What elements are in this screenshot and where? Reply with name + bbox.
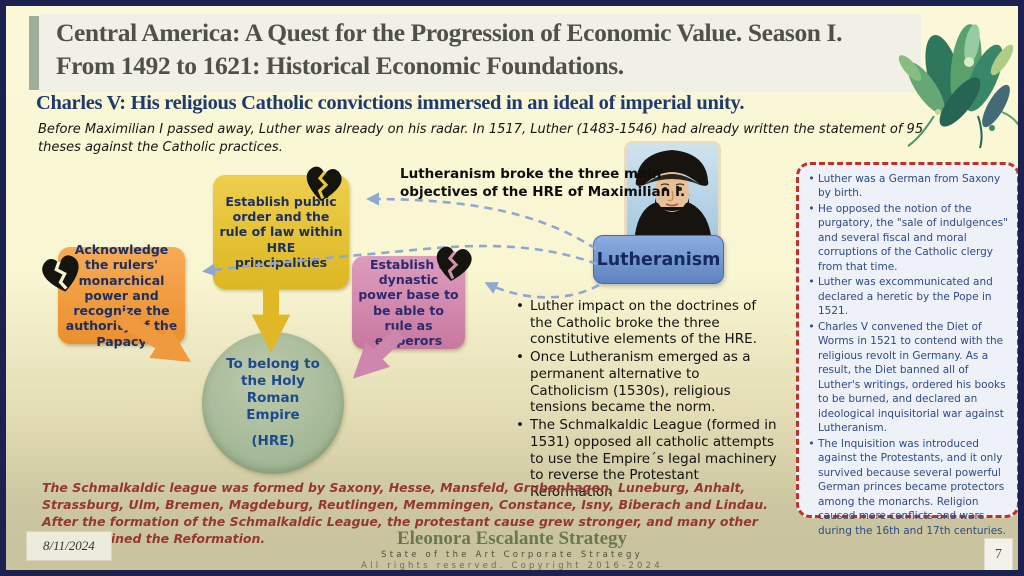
martin-luther-portrait bbox=[624, 141, 721, 245]
list-item: • Luther was a German from Saxony by birt… bbox=[805, 172, 1009, 201]
bullet-marker: • bbox=[516, 417, 524, 434]
bullet-text: The Schmalkaldic League (formed in 1531)… bbox=[530, 417, 777, 501]
bullet-text: Luther was a German from Saxony by birth… bbox=[818, 173, 1001, 200]
list-item: • The Inquisition was introduced against … bbox=[805, 437, 1009, 538]
bullet-marker: • bbox=[808, 276, 815, 289]
bullet-marker: • bbox=[516, 349, 524, 366]
list-item: • Luther impact on the doctrines of the C… bbox=[516, 298, 782, 348]
hre-abbreviation: (HRE) bbox=[251, 432, 295, 449]
broken-heart-icon bbox=[42, 255, 79, 292]
middle-bullet-list: • Luther impact on the doctrines of the C… bbox=[516, 298, 782, 502]
copyright-line: All rights reserved. Copyright 2016-2024 bbox=[361, 561, 663, 571]
bullet-marker: • bbox=[516, 298, 524, 314]
plant-decoration-icon bbox=[898, 24, 1021, 149]
list-item: • Luther was excommunicated and declared … bbox=[805, 275, 1009, 318]
list-item: • Once Lutheranism emerged as a permanent… bbox=[516, 349, 782, 416]
title-line-1: Central America: A Quest for the Progres… bbox=[56, 18, 843, 47]
title-accent-bar bbox=[29, 16, 39, 90]
bullet-text: He opposed the notion of the purgatory, … bbox=[818, 202, 1008, 273]
bullet-text: Charles V convened the Diet of Worms in … bbox=[818, 320, 1006, 435]
bullet-text: Once Lutheranism emerged as a permanent … bbox=[530, 349, 751, 416]
hre-circle-text: To belong to the Holy Roman Empire bbox=[226, 356, 320, 423]
dashed-arrow-to-order-box bbox=[366, 192, 597, 251]
slide-date: 8/11/2024 bbox=[26, 531, 112, 561]
list-item: • Charles V convened the Diet of Worms in… bbox=[805, 320, 1009, 436]
page-number: 7 bbox=[984, 538, 1013, 572]
list-item: • He opposed the notion of the purgatory,… bbox=[805, 202, 1009, 274]
intro-paragraph: Before Maximilian I passed away, Luther … bbox=[38, 122, 924, 156]
bullet-text: The Inquisition was introduced against t… bbox=[818, 437, 1006, 537]
bullet-marker: • bbox=[808, 202, 815, 215]
diagram-caption: Lutheranism broke the three main objecti… bbox=[400, 166, 686, 200]
title-background bbox=[39, 14, 921, 92]
bullet-marker: • bbox=[808, 437, 815, 450]
page-title: Central America: A Quest for the Progres… bbox=[56, 16, 916, 82]
broken-heart-icon bbox=[306, 166, 342, 202]
bullet-text: Luther impact on the doctrines of the Ca… bbox=[530, 298, 757, 348]
title-line-2: From 1492 to 1621: Historical Economic F… bbox=[56, 51, 624, 81]
broken-heart-icon bbox=[436, 246, 472, 282]
slide-subtitle: Charles V: His religious Catholic convic… bbox=[36, 92, 745, 114]
side-note-panel: • Luther was a German from Saxony by birt… bbox=[796, 162, 1020, 537]
diagram-circle-hre: To belong to the Holy Roman Empire (HRE) bbox=[202, 332, 344, 474]
bullet-marker: • bbox=[808, 320, 815, 333]
lutheranism-box: Lutheranism bbox=[593, 235, 724, 284]
bullet-marker: • bbox=[808, 173, 815, 185]
brand-name: Eleonora Escalante Strategy bbox=[396, 528, 628, 549]
dashed-arrow-to-dynastic-box bbox=[484, 282, 600, 299]
brand-tagline: State of the Art Corporate Strategy bbox=[381, 550, 643, 560]
list-item: • The Schmalkaldic League (formed in 1531… bbox=[516, 417, 782, 501]
bullet-text: Luther was excommunicated and declared a… bbox=[818, 276, 993, 318]
